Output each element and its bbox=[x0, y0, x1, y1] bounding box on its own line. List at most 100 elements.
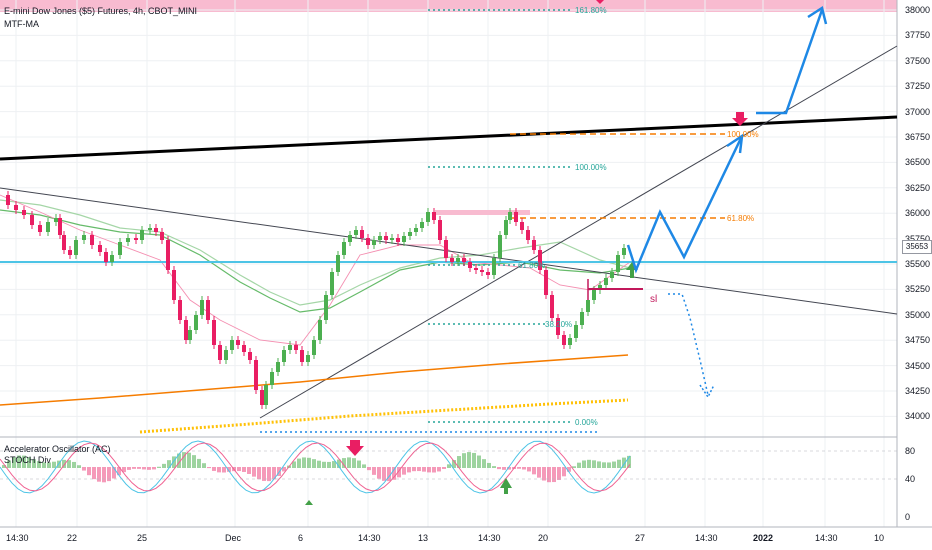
candle-body bbox=[282, 350, 286, 362]
osc-bar bbox=[457, 456, 461, 468]
osc-bar bbox=[62, 459, 66, 468]
candle-body bbox=[98, 245, 102, 252]
osc-bar bbox=[537, 467, 541, 478]
candle-body bbox=[372, 240, 376, 245]
osc-bar bbox=[407, 467, 411, 473]
candle-body bbox=[134, 238, 138, 240]
time-marker-icon bbox=[305, 500, 313, 505]
yellow-dotted-line bbox=[139, 398, 629, 434]
osc-bar bbox=[37, 461, 41, 468]
candle-body bbox=[54, 218, 58, 222]
candle-body bbox=[544, 270, 548, 295]
time-tick-label: 6 bbox=[298, 533, 304, 543]
candle-body bbox=[30, 215, 34, 225]
osc-bar bbox=[337, 459, 341, 468]
candle-body bbox=[324, 295, 328, 320]
osc-bar bbox=[142, 467, 146, 470]
osc-bar bbox=[117, 467, 121, 476]
stop-loss-label: sl bbox=[650, 294, 658, 305]
candle-body bbox=[520, 222, 524, 230]
candle-body bbox=[514, 212, 518, 222]
osc-bar bbox=[12, 457, 16, 468]
time-tick-label: 25 bbox=[137, 533, 148, 543]
candle-body bbox=[248, 352, 252, 360]
osc-bar bbox=[607, 462, 611, 468]
candle-body bbox=[200, 300, 204, 315]
osc-bar bbox=[422, 467, 426, 472]
candle-body bbox=[532, 240, 536, 250]
candle-body bbox=[166, 240, 170, 270]
candle-body bbox=[224, 350, 228, 360]
candle-body bbox=[622, 248, 626, 255]
osc-bar bbox=[437, 467, 441, 472]
osc-bar bbox=[192, 455, 196, 468]
osc-bar bbox=[242, 467, 246, 472]
forecast-arrowhead-1 bbox=[726, 133, 744, 154]
candle-body bbox=[74, 240, 78, 255]
ascending-trendline bbox=[259, 45, 898, 419]
candle-body bbox=[420, 222, 424, 228]
osc-bar bbox=[102, 467, 106, 483]
osc-bar bbox=[367, 467, 371, 471]
osc-bar bbox=[162, 463, 166, 468]
time-tick-label: 14:30 bbox=[6, 533, 29, 543]
oscillator-title: Accelerator Oscillator (AC) bbox=[4, 444, 111, 454]
osc-bar bbox=[152, 467, 156, 470]
osc-bar bbox=[247, 467, 251, 474]
price-tick-label: 34750 bbox=[905, 335, 931, 346]
osc-bar bbox=[132, 467, 136, 469]
osc-bar bbox=[567, 467, 571, 472]
candlestick-series bbox=[6, 191, 626, 409]
osc-bar bbox=[317, 460, 321, 468]
osc-bar bbox=[542, 467, 546, 481]
osc-bar bbox=[587, 459, 591, 468]
osc-tick-label: 0 bbox=[905, 512, 911, 522]
osc-bar bbox=[272, 467, 276, 480]
osc-bar bbox=[257, 467, 261, 480]
candle-body bbox=[414, 228, 418, 232]
fib-618-label: 61.80% bbox=[518, 261, 546, 270]
candle-body bbox=[580, 312, 584, 325]
osc-bar bbox=[282, 467, 286, 472]
osc-bar bbox=[432, 467, 436, 473]
candle-body bbox=[58, 218, 62, 235]
osc-bar bbox=[442, 467, 446, 469]
forecast-arrowhead-3 bbox=[699, 384, 715, 399]
forecast-path-bearish bbox=[668, 293, 709, 396]
candle-body bbox=[408, 232, 412, 236]
candle-body bbox=[242, 345, 246, 352]
candle-body bbox=[276, 362, 280, 372]
osc-bar bbox=[122, 467, 126, 473]
osc-bar bbox=[107, 467, 111, 482]
time-tick-label: 14:30 bbox=[358, 533, 381, 543]
fib-100-label: 100.00% bbox=[575, 163, 607, 172]
osc-bar bbox=[597, 461, 601, 468]
osc-bar bbox=[507, 467, 511, 470]
osc-bar bbox=[227, 467, 231, 472]
forecast-arrowhead-2 bbox=[807, 6, 828, 25]
fib-1618-label: 161.80% bbox=[575, 6, 607, 15]
osc-bar bbox=[452, 460, 456, 468]
osc-bar bbox=[362, 464, 366, 468]
osc-bar bbox=[417, 467, 421, 472]
osc-bar bbox=[472, 452, 476, 468]
orange-channel-line bbox=[0, 354, 629, 406]
horizontal-grid bbox=[0, 9, 897, 417]
fib-100-orange-label: 100.00% bbox=[727, 130, 759, 139]
osc-bar bbox=[52, 461, 56, 468]
osc-bar bbox=[402, 467, 406, 475]
price-tick-label: 37750 bbox=[905, 30, 931, 41]
candle-body bbox=[556, 318, 560, 335]
candle-body bbox=[90, 235, 94, 245]
osc-bar bbox=[487, 462, 491, 468]
osc-bar bbox=[397, 467, 401, 478]
candle-body bbox=[104, 252, 108, 262]
osc-bar bbox=[207, 467, 211, 469]
osc-bar bbox=[332, 461, 336, 468]
osc-bar bbox=[412, 467, 416, 472]
osc-down-arrow-icon bbox=[346, 440, 364, 456]
osc-bar bbox=[592, 460, 596, 468]
fib-618-orange-label: 61.80% bbox=[727, 214, 755, 223]
